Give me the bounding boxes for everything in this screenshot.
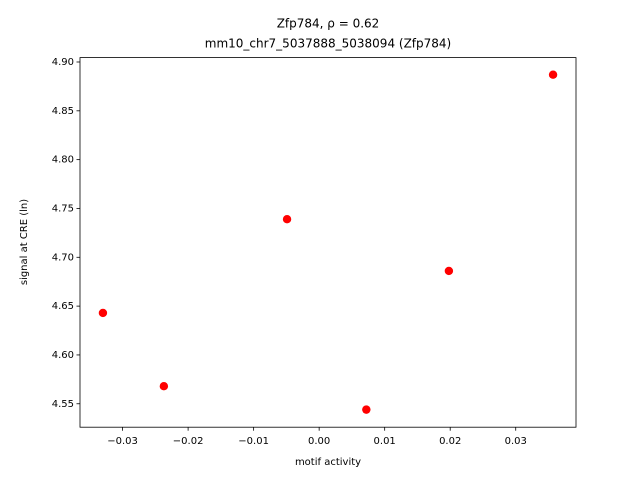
- chart-title: Zfp784, ρ = 0.62: [277, 17, 380, 31]
- chart-subtitle: mm10_chr7_5037888_5038094 (Zfp784): [205, 37, 451, 51]
- y-tick-label: 4.90: [52, 57, 74, 68]
- y-tick-label: 4.80: [52, 155, 74, 166]
- point: [159, 381, 169, 391]
- x-tick-label: 0.02: [439, 436, 461, 447]
- x-axis-label: motif activity: [295, 457, 361, 468]
- point: [548, 70, 558, 79]
- x-tick-label: 0.03: [505, 436, 527, 447]
- point: [282, 215, 292, 224]
- y-tick-label: 4.70: [52, 252, 74, 263]
- y-tick-label: 4.55: [52, 399, 74, 410]
- y-tick-label: 4.85: [52, 106, 74, 117]
- y-tick-label: 4.60: [52, 350, 74, 361]
- x-tick-label: −0.03: [107, 436, 138, 447]
- x-tick-label: −0.01: [238, 436, 269, 447]
- x-tick-label: 0.01: [374, 436, 396, 447]
- y-tick-label: 4.65: [52, 301, 74, 312]
- y-axis-label: signal at CRE (ln): [19, 199, 30, 285]
- point: [362, 405, 371, 414]
- x-tick-label: −0.02: [173, 436, 204, 447]
- plot-frame: [79, 57, 577, 428]
- y-tick-label: 4.75: [52, 203, 74, 214]
- point: [444, 266, 454, 276]
- x-tick-label: 0.00: [308, 436, 330, 447]
- point: [98, 308, 108, 318]
